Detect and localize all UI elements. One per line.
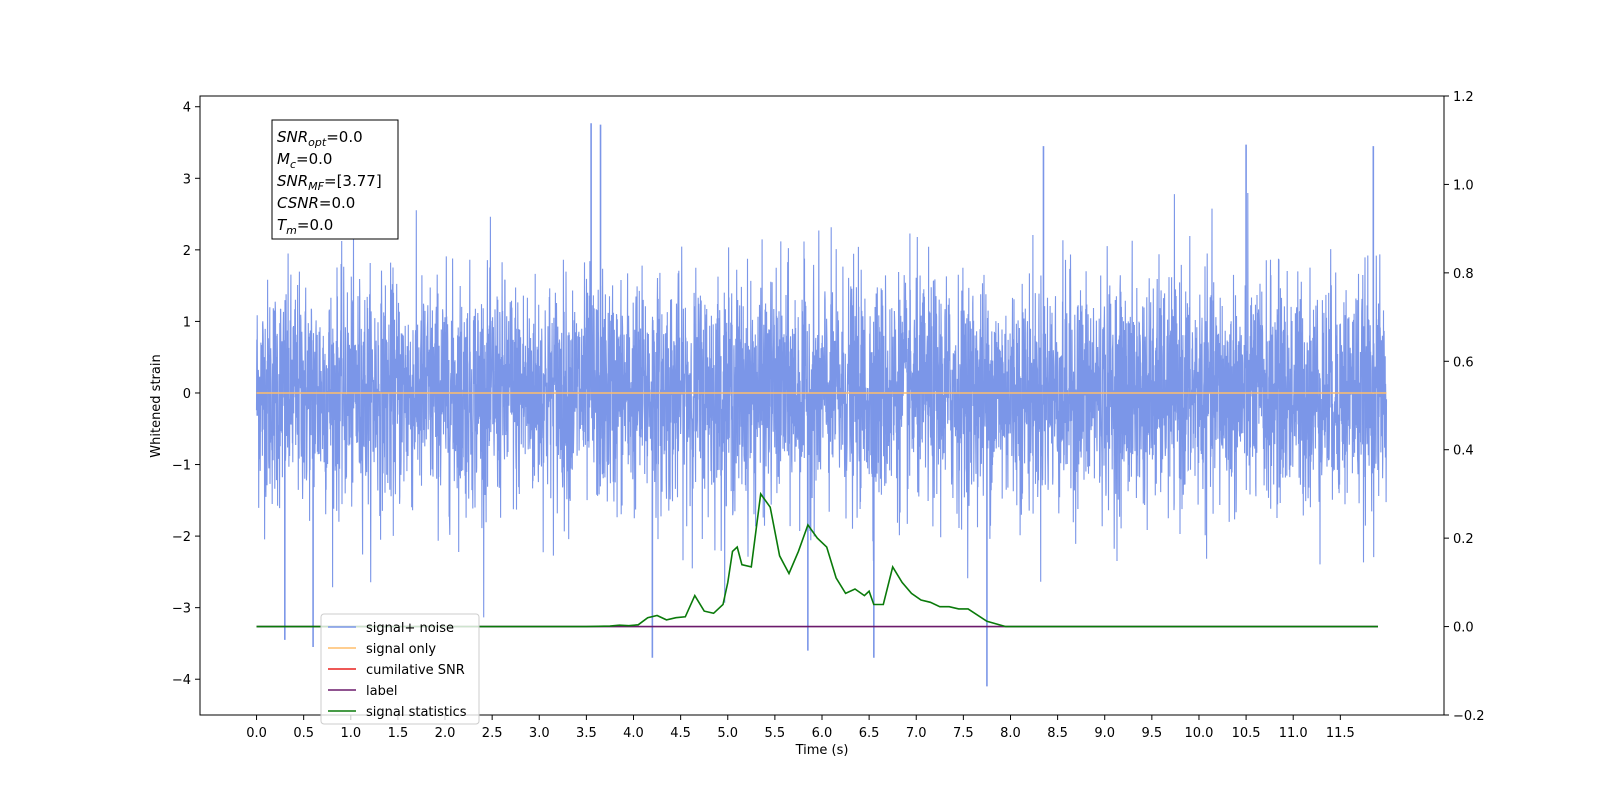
legend-entry: cumilative SNR: [366, 663, 465, 678]
y-tick-label: −2: [172, 530, 191, 545]
x-tick-label: 3.0: [529, 726, 550, 741]
x-tick-label: 0.5: [293, 726, 314, 741]
x-tick-label: 3.5: [576, 726, 597, 741]
y2-tick-label: 0.4: [1453, 444, 1474, 459]
x-tick-label: 6.5: [859, 726, 880, 741]
legend-entry: signal statistics: [366, 705, 467, 720]
x-axis-label: Time (s): [795, 743, 849, 758]
x-tick-label: 6.0: [812, 726, 833, 741]
x-tick-label: 9.0: [1094, 726, 1115, 741]
y-tick-label: −4: [172, 673, 191, 688]
x-tick-label: 7.0: [906, 726, 927, 741]
x-tick-label: 5.0: [717, 726, 738, 741]
x-tick-label: 2.5: [482, 726, 503, 741]
info-line: SNRopt=0.0: [277, 128, 363, 149]
y2-tick-label: −0.2: [1453, 709, 1485, 724]
y-tick-label: 4: [183, 101, 191, 116]
x-tick-label: 1.0: [340, 726, 361, 741]
x-tick-label: 5.5: [765, 726, 786, 741]
y-axis-left: −4 −3 −2 −1 0 1 2 3 4: [172, 101, 200, 688]
x-tick-label: 10.5: [1232, 726, 1261, 741]
x-tick-label: 2.0: [435, 726, 456, 741]
y2-tick-label: 0.8: [1453, 267, 1474, 282]
x-tick-label: 11.5: [1326, 726, 1355, 741]
x-tick-label: 9.5: [1142, 726, 1163, 741]
x-tick-label: 4.5: [670, 726, 691, 741]
y2-tick-label: 0.0: [1453, 621, 1474, 636]
x-axis: 0.0 0.5 1.0 1.5 2.0 2.5 3.0 3.5 4.0 4.5 5.0 5.5 6.0 6…: [246, 715, 1355, 741]
y-tick-label: 3: [183, 172, 191, 187]
y-tick-label: −1: [172, 459, 191, 474]
info-line: Mc=0.0: [277, 150, 332, 171]
x-tick-label: 8.5: [1047, 726, 1068, 741]
series-signal-noise-line: [255, 192, 1388, 618]
y-tick-label: 1: [183, 315, 191, 330]
x-tick-label: 4.0: [623, 726, 644, 741]
x-tick-label: 10.0: [1184, 726, 1213, 741]
series-line-signal-statistics: [256, 491, 1378, 628]
x-tick-label: 1.5: [388, 726, 409, 741]
y2-tick-label: 0.2: [1453, 532, 1474, 547]
legend-entry: signal+ noise: [366, 621, 454, 636]
x-tick-label: 11.0: [1279, 726, 1308, 741]
info-line: Tm=0.0: [277, 216, 333, 237]
info-line: CSNR=0.0: [277, 194, 355, 212]
y-tick-label: 2: [183, 244, 191, 259]
info-line: SNRMF=[3.77]: [277, 172, 382, 193]
y2-tick-label: 0.6: [1453, 355, 1474, 370]
y-tick-label: 0: [183, 387, 191, 402]
y-axis-label: Whitened strain: [149, 354, 164, 457]
x-tick-label: 8.0: [1000, 726, 1021, 741]
legend-frame: [320, 613, 480, 725]
legend-entry: label: [366, 684, 397, 699]
x-tick-label: 0.0: [246, 726, 267, 741]
series-layer: [255, 123, 1388, 687]
legend-entry: signal only: [366, 642, 436, 657]
x-tick-label: 7.5: [953, 726, 974, 741]
legend: signal+ noise signal only cumilative SNR la…: [320, 613, 480, 725]
y2-tick-label: 1.0: [1453, 178, 1474, 193]
y2-tick-label: 1.2: [1453, 90, 1474, 105]
y-axis-right: −0.2 0.0 0.2 0.4 0.6 0.8 1.0 1.2: [1444, 90, 1485, 724]
info-box-frame: [271, 119, 399, 240]
y-tick-label: −3: [172, 602, 191, 617]
